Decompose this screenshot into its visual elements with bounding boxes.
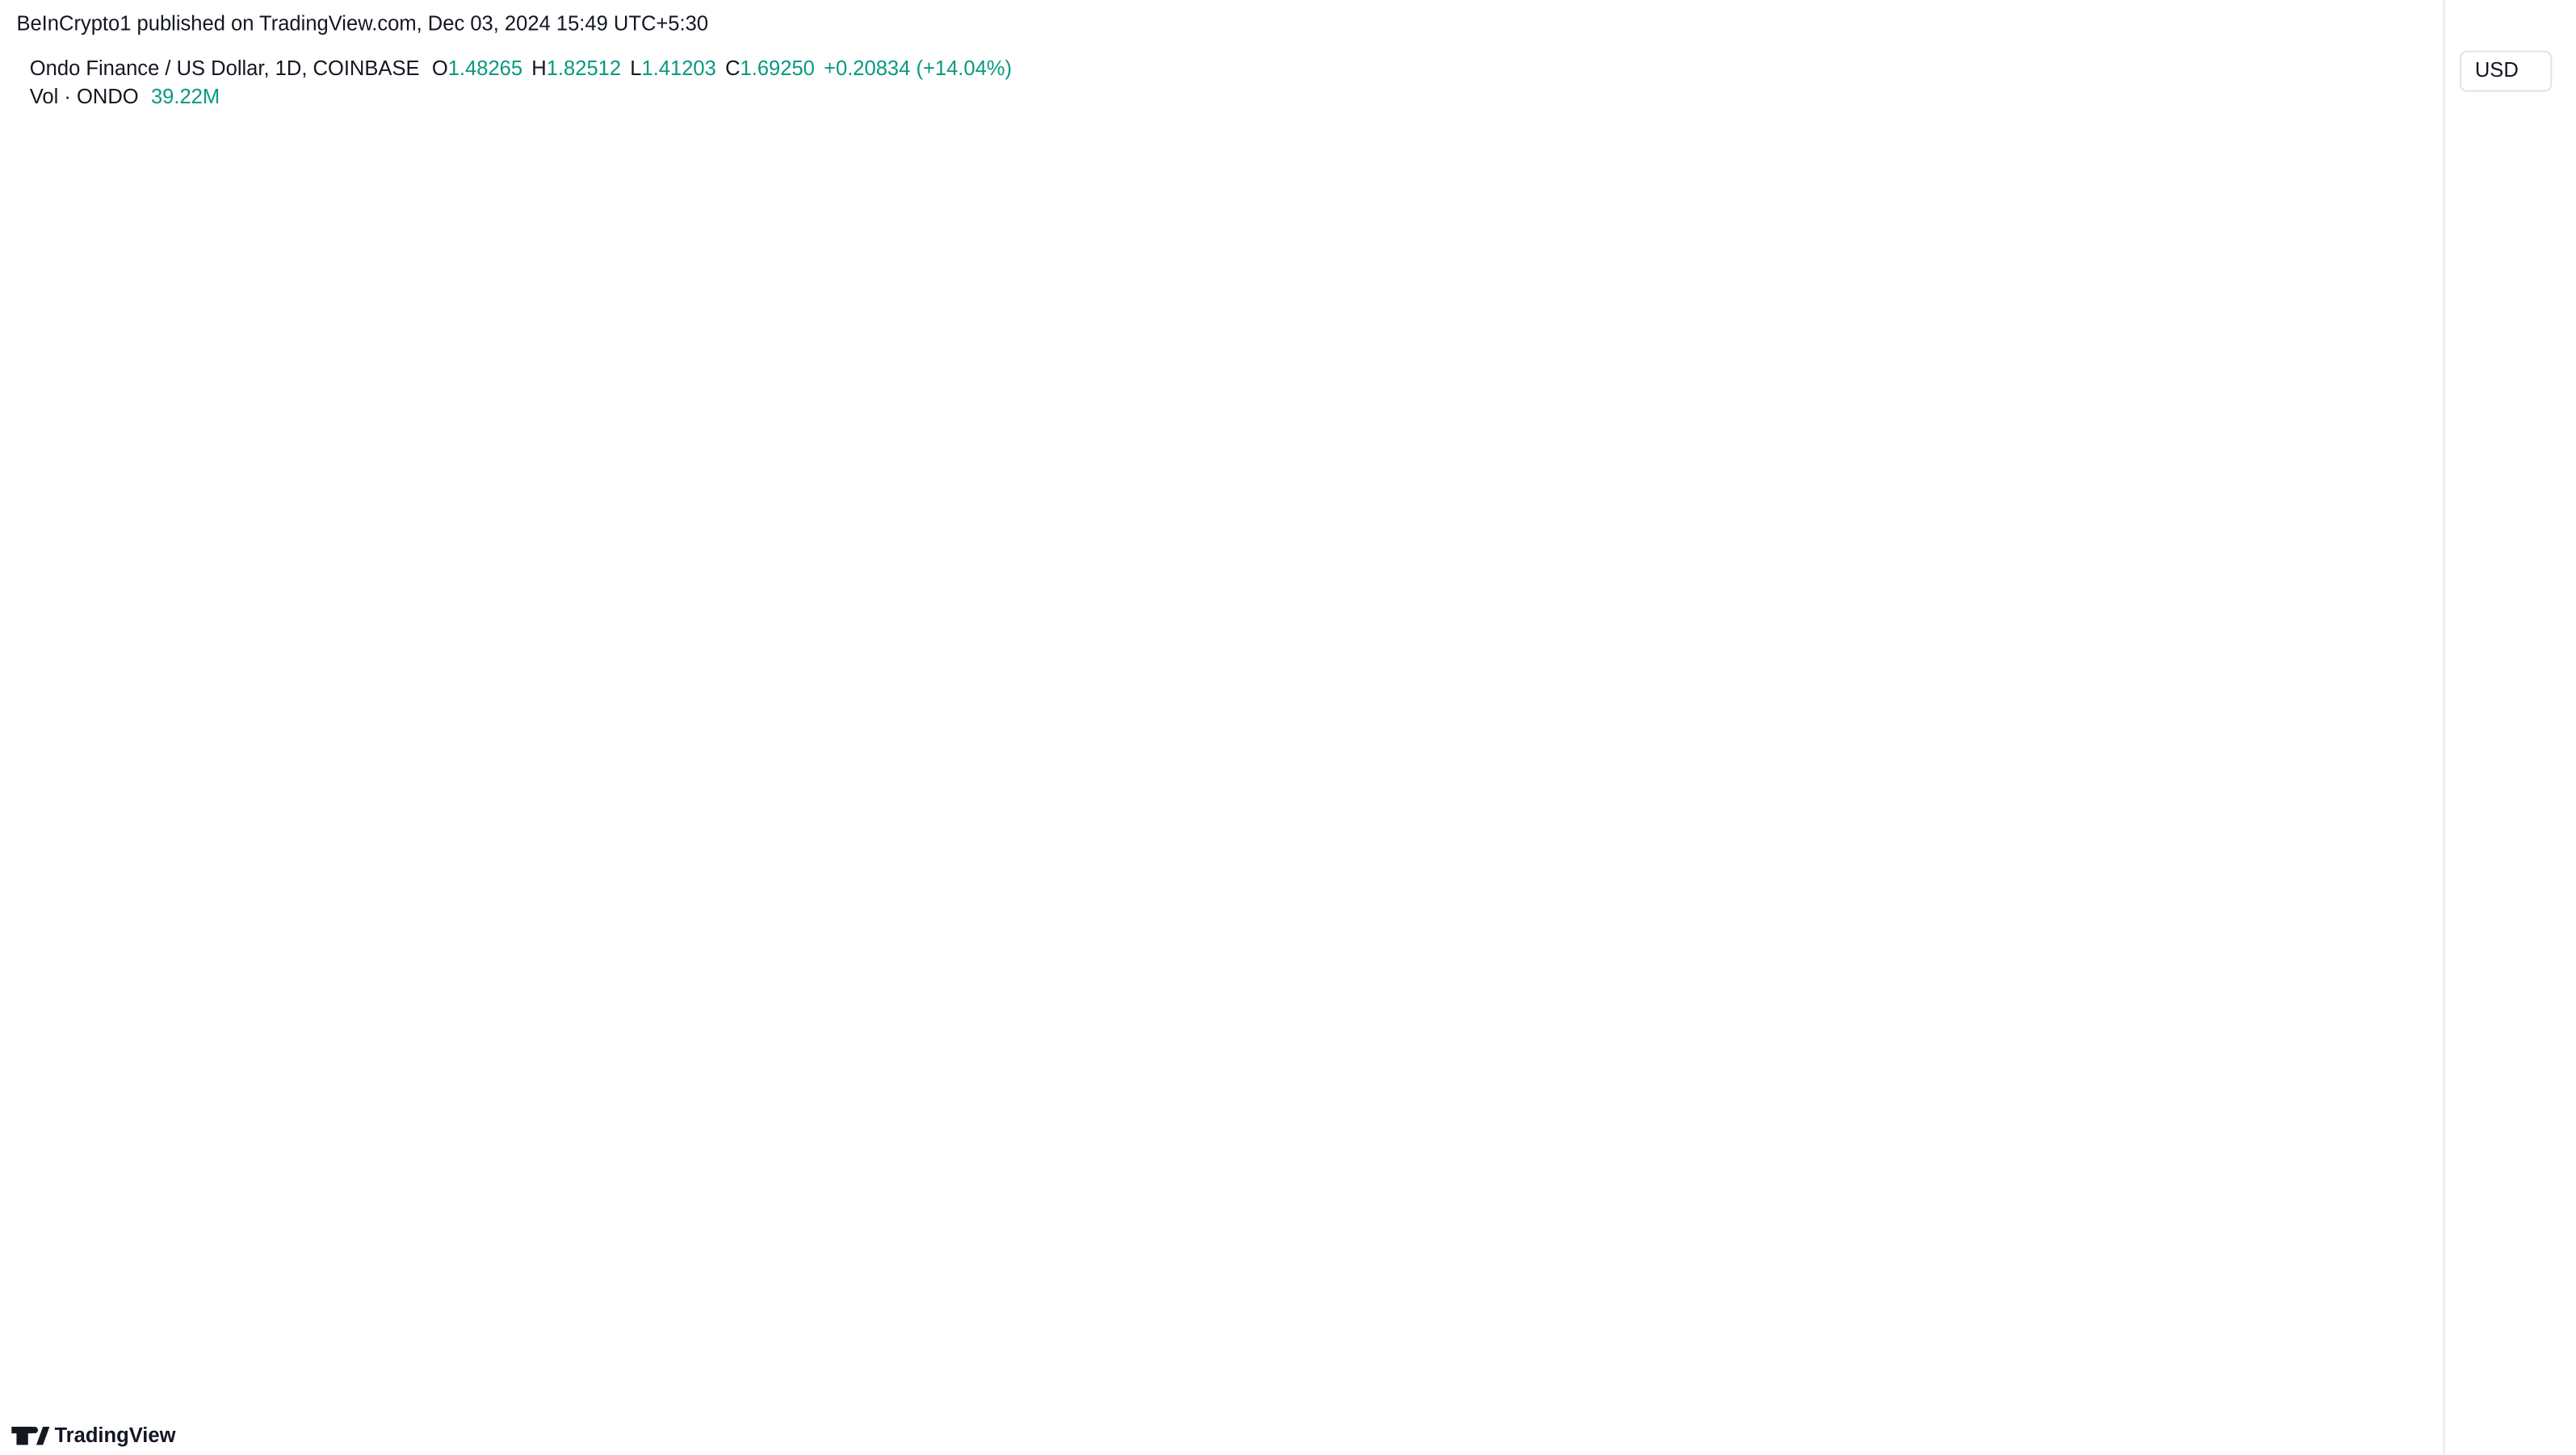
field-value: 1.82512: [547, 57, 621, 80]
field-key: L: [630, 57, 641, 80]
field-key: C: [725, 57, 740, 80]
field-value: 1.48265: [448, 57, 522, 80]
currency-button[interactable]: [2459, 50, 2553, 92]
field-key: H: [531, 57, 546, 80]
field-value: 1.41203: [642, 57, 716, 80]
currency[interactable]: USD: [2475, 59, 2519, 82]
volume-name: Vol · ONDO: [30, 86, 139, 108]
symbol: Ondo Finance / US Dollar, 1D, COINBASE: [30, 57, 420, 80]
volume-value: 39.22M: [151, 86, 220, 108]
field-value: 1.69250: [740, 57, 815, 80]
legend-line: Ondo Finance / US Dollar, 1D, COINBASE O…: [30, 57, 1012, 80]
field-key: O: [432, 57, 448, 80]
change: +0.20834 (+14.04%): [824, 57, 1012, 80]
brand: TradingView: [54, 1424, 175, 1447]
brand-logo: [11, 1427, 50, 1445]
volume-legend: Vol · ONDO 39.22M: [30, 86, 220, 108]
publisher: BeInCrypto1 published on TradingView.com…: [16, 13, 708, 36]
